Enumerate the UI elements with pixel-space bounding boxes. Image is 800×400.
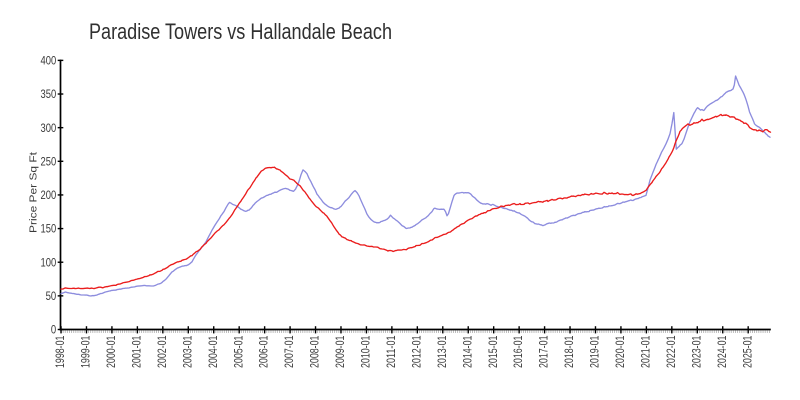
svg-text:2016-01: 2016-01 xyxy=(512,336,525,369)
svg-text:2024-01: 2024-01 xyxy=(716,336,729,369)
svg-text:2000-01: 2000-01 xyxy=(105,336,118,369)
svg-text:2007-01: 2007-01 xyxy=(283,336,296,369)
svg-text:2006-01: 2006-01 xyxy=(258,336,271,369)
svg-text:2025-01: 2025-01 xyxy=(741,336,754,369)
svg-text:2005-01: 2005-01 xyxy=(232,336,245,369)
svg-text:1998-01: 1998-01 xyxy=(54,336,67,369)
svg-text:2018-01: 2018-01 xyxy=(563,336,576,369)
svg-text:2010-01: 2010-01 xyxy=(360,336,373,369)
svg-text:2022-01: 2022-01 xyxy=(665,336,678,369)
svg-text:2015-01: 2015-01 xyxy=(487,336,500,369)
svg-text:Paradise Towers vs Hallandale: Paradise Towers vs Hallandale Beach xyxy=(89,19,392,44)
svg-text:2019-01: 2019-01 xyxy=(589,336,602,369)
svg-text:2014-01: 2014-01 xyxy=(461,336,474,369)
svg-text:400: 400 xyxy=(41,54,57,67)
svg-text:1999-01: 1999-01 xyxy=(80,336,93,369)
svg-text:2009-01: 2009-01 xyxy=(334,336,347,369)
svg-text:100: 100 xyxy=(41,256,57,269)
svg-text:50: 50 xyxy=(46,290,57,303)
svg-text:2020-01: 2020-01 xyxy=(614,336,627,369)
svg-text:300: 300 xyxy=(41,122,57,135)
svg-text:2013-01: 2013-01 xyxy=(436,336,449,369)
svg-text:2001-01: 2001-01 xyxy=(130,336,143,369)
svg-text:2023-01: 2023-01 xyxy=(690,336,703,369)
svg-text:2012-01: 2012-01 xyxy=(410,336,423,369)
svg-text:150: 150 xyxy=(41,223,57,236)
svg-text:2008-01: 2008-01 xyxy=(309,336,322,369)
svg-text:2002-01: 2002-01 xyxy=(156,336,169,369)
svg-text:2003-01: 2003-01 xyxy=(181,336,194,369)
svg-text:250: 250 xyxy=(41,155,57,168)
svg-text:2017-01: 2017-01 xyxy=(538,336,551,369)
svg-text:350: 350 xyxy=(41,88,57,101)
svg-text:2021-01: 2021-01 xyxy=(639,336,652,369)
svg-text:0: 0 xyxy=(51,324,57,337)
svg-text:2004-01: 2004-01 xyxy=(207,336,220,369)
svg-text:200: 200 xyxy=(41,189,57,202)
svg-text:2011-01: 2011-01 xyxy=(385,336,398,369)
svg-text:Price Per Sq Ft: Price Per Sq Ft xyxy=(28,152,40,233)
